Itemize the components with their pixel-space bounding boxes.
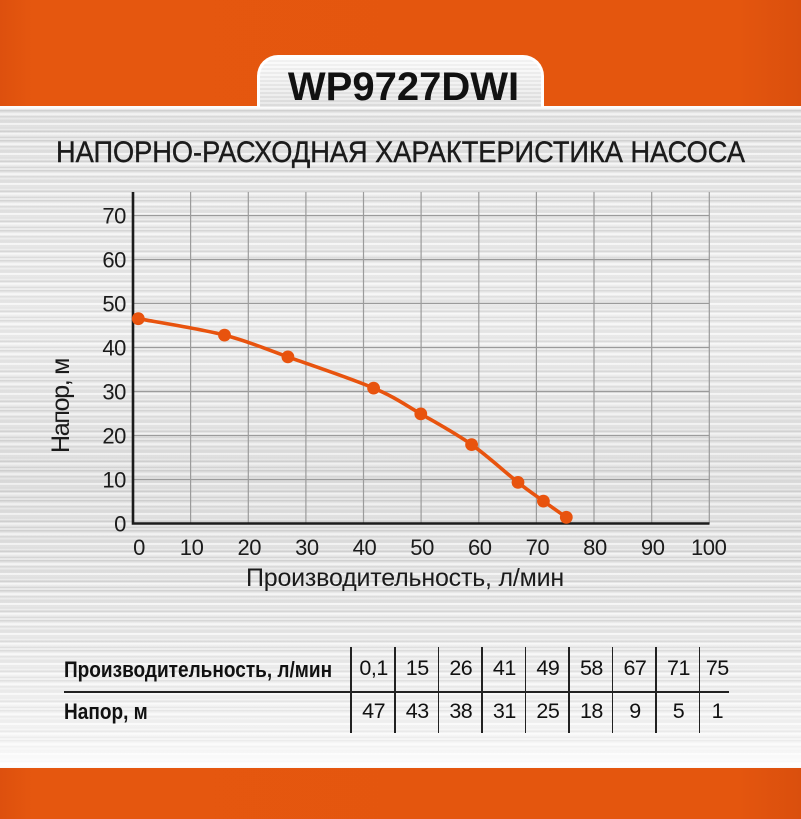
svg-text:10: 10 (102, 468, 126, 493)
svg-text:60: 60 (468, 535, 492, 560)
svg-text:0: 0 (133, 535, 145, 560)
svg-text:30: 30 (295, 535, 319, 560)
svg-text:40: 40 (353, 535, 377, 560)
svg-text:50: 50 (410, 535, 434, 560)
svg-text:50: 50 (102, 292, 126, 317)
svg-text:70: 70 (102, 204, 126, 229)
svg-text:30: 30 (102, 380, 126, 405)
svg-text:80: 80 (583, 535, 607, 560)
svg-text:40: 40 (102, 336, 126, 361)
svg-text:0: 0 (114, 512, 126, 537)
svg-text:20: 20 (102, 424, 126, 449)
svg-text:Напор, м: Напор, м (47, 359, 75, 453)
svg-text:10: 10 (180, 535, 204, 560)
svg-text:100: 100 (691, 535, 727, 560)
svg-text:60: 60 (102, 248, 126, 273)
svg-text:90: 90 (641, 535, 665, 560)
svg-text:70: 70 (526, 535, 550, 560)
svg-text:Производительность, л/мин: Производительность, л/мин (246, 564, 564, 592)
svg-text:20: 20 (237, 535, 261, 560)
